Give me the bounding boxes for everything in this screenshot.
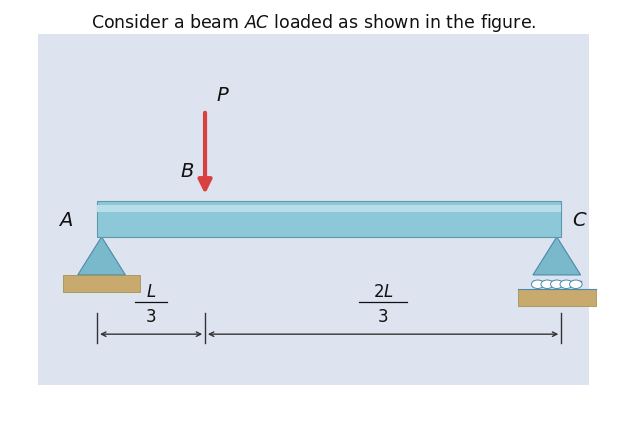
Circle shape (532, 280, 544, 288)
FancyBboxPatch shape (38, 34, 589, 385)
Polygon shape (78, 237, 125, 275)
Text: $2L$: $2L$ (372, 283, 394, 301)
Text: Consider a beam $AC$ loaded as shown in the figure.: Consider a beam $AC$ loaded as shown in … (91, 12, 536, 34)
Text: $B$: $B$ (180, 162, 194, 181)
Bar (97, 201, 561, 237)
Bar (63, 275, 140, 292)
Text: $L$: $L$ (146, 283, 156, 301)
Bar (518, 289, 596, 306)
Polygon shape (533, 237, 581, 275)
Text: $3$: $3$ (145, 308, 157, 326)
Text: $C$: $C$ (572, 212, 587, 230)
Circle shape (569, 280, 582, 288)
Circle shape (560, 280, 572, 288)
Bar (97, 204, 561, 212)
Text: $P$: $P$ (216, 86, 230, 104)
Text: $A$: $A$ (58, 212, 73, 230)
Circle shape (551, 280, 563, 288)
Text: $3$: $3$ (377, 308, 389, 326)
Circle shape (541, 280, 554, 288)
